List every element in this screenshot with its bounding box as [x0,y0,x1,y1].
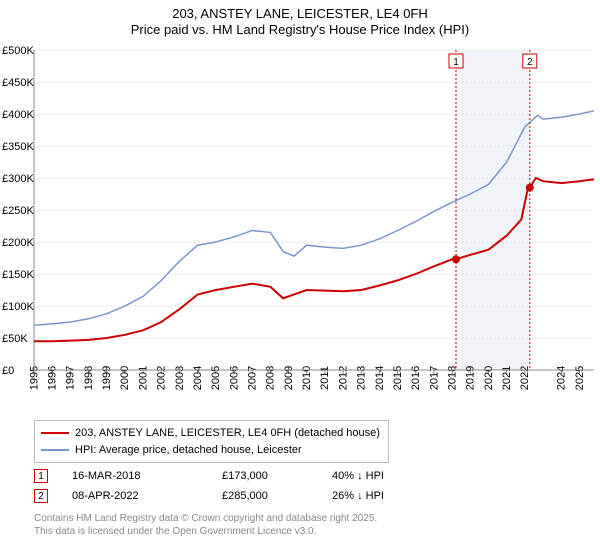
svg-text:2007: 2007 [246,366,258,390]
svg-text:2: 2 [527,57,533,68]
legend: 203, ANSTEY LANE, LEICESTER, LE4 0FH (de… [34,420,389,463]
legend-swatch-blue [41,449,69,451]
chart-svg: £0 £50K £100K £150K £200K £250K £300K £350K £400… [0,44,600,416]
legend-item-hpi: HPI: Average price, detached house, Leic… [41,442,380,459]
svg-text:1: 1 [453,57,459,68]
svg-text:£0: £0 [2,365,14,377]
svg-text:£200K: £200K [2,237,34,249]
svg-text:2021: 2021 [501,366,513,390]
svg-text:2025: 2025 [574,366,586,390]
title-line-1: 203, ANSTEY LANE, LEICESTER, LE4 0FH [0,6,600,22]
svg-text:2005: 2005 [210,366,222,390]
markers-table: 1 16-MAR-2018 £173,000 40% ↓ HPI 2 08-AP… [34,466,452,506]
marker-delta-2: 26% ↓ HPI [332,490,452,502]
marker-row-2: 2 08-APR-2022 £285,000 26% ↓ HPI [34,486,452,506]
svg-text:2022: 2022 [519,366,531,390]
marker-badge-1: 1 [34,469,48,483]
svg-text:£400K: £400K [2,109,34,121]
svg-text:2016: 2016 [410,366,422,390]
legend-swatch-red [41,432,69,434]
svg-text:2000: 2000 [119,366,131,390]
marker-date-2: 08-APR-2022 [72,490,222,502]
footer-line-1: Contains HM Land Registry data © Crown c… [34,512,377,525]
svg-text:£500K: £500K [2,45,34,57]
svg-text:2020: 2020 [483,366,495,390]
svg-text:£250K: £250K [2,205,34,217]
marker-price-2: £285,000 [222,490,332,502]
svg-text:2013: 2013 [356,366,368,390]
legend-item-price-paid: 203, ANSTEY LANE, LEICESTER, LE4 0FH (de… [41,425,380,442]
chart-area: £0 £50K £100K £150K £200K £250K £300K £350K £400… [0,44,600,416]
legend-label-price-paid: 203, ANSTEY LANE, LEICESTER, LE4 0FH (de… [75,425,380,442]
svg-text:£100K: £100K [2,301,34,313]
svg-text:1996: 1996 [46,366,58,390]
svg-text:2024: 2024 [556,366,568,390]
svg-text:£350K: £350K [2,141,34,153]
chart-title: 203, ANSTEY LANE, LEICESTER, LE4 0FH Pri… [0,0,600,39]
svg-text:1997: 1997 [65,366,77,390]
svg-text:2010: 2010 [301,366,313,390]
svg-text:2001: 2001 [137,366,149,390]
svg-text:2019: 2019 [465,366,477,390]
legend-label-hpi: HPI: Average price, detached house, Leic… [75,442,302,459]
svg-text:2008: 2008 [265,366,277,390]
footer-attribution: Contains HM Land Registry data © Crown c… [34,512,377,538]
footer-line-2: This data is licensed under the Open Gov… [34,525,377,538]
svg-text:2003: 2003 [174,366,186,390]
svg-text:2018: 2018 [446,366,458,390]
title-line-2: Price paid vs. HM Land Registry's House … [0,22,600,38]
svg-text:£50K: £50K [2,333,28,345]
svg-text:2012: 2012 [337,366,349,390]
marker-date-1: 16-MAR-2018 [72,470,222,482]
marker-row-1: 1 16-MAR-2018 £173,000 40% ↓ HPI [34,466,452,486]
marker-delta-1: 40% ↓ HPI [332,470,452,482]
svg-text:2009: 2009 [283,366,295,390]
svg-text:2004: 2004 [192,366,204,390]
svg-text:1999: 1999 [101,366,113,390]
svg-text:2006: 2006 [228,366,240,390]
svg-text:£450K: £450K [2,77,34,89]
svg-text:2015: 2015 [392,366,404,390]
svg-text:1998: 1998 [83,366,95,390]
svg-text:2002: 2002 [156,366,168,390]
marker-badge-2: 2 [34,489,48,503]
svg-text:£300K: £300K [2,173,34,185]
svg-text:£150K: £150K [2,269,34,281]
svg-text:2017: 2017 [428,366,440,390]
svg-text:2014: 2014 [374,366,386,390]
marker-price-1: £173,000 [222,470,332,482]
